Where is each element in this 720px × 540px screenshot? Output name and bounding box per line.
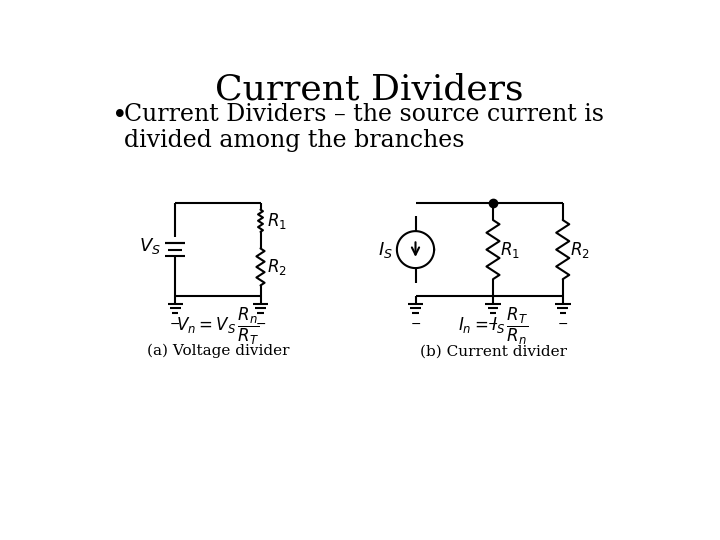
Text: −: − bbox=[557, 318, 568, 331]
Text: −: − bbox=[487, 318, 498, 331]
Text: $V_S$: $V_S$ bbox=[140, 236, 161, 256]
Text: Current Dividers – the source current is
divided among the branches: Current Dividers – the source current is… bbox=[124, 103, 604, 152]
Text: $I_S$: $I_S$ bbox=[378, 240, 393, 260]
Text: Current Dividers: Current Dividers bbox=[215, 72, 523, 106]
Text: $R_1$: $R_1$ bbox=[500, 240, 520, 260]
Text: $R_2$: $R_2$ bbox=[570, 240, 590, 260]
Text: $R_2$: $R_2$ bbox=[267, 257, 287, 277]
Text: •: • bbox=[112, 103, 127, 129]
Text: (a) Voltage divider: (a) Voltage divider bbox=[147, 344, 289, 359]
Text: (b) Current divider: (b) Current divider bbox=[420, 344, 567, 358]
Text: $V_n = V_S\,\dfrac{R_n}{R_T}$: $V_n = V_S\,\dfrac{R_n}{R_T}$ bbox=[176, 306, 259, 347]
Text: −: − bbox=[170, 318, 181, 331]
Text: −: − bbox=[410, 318, 420, 331]
Text: $I_n = I_S\,\dfrac{R_T}{R_n}$: $I_n = I_S\,\dfrac{R_T}{R_n}$ bbox=[458, 306, 528, 347]
Text: $R_1$: $R_1$ bbox=[267, 211, 287, 231]
Text: −: − bbox=[256, 318, 266, 331]
